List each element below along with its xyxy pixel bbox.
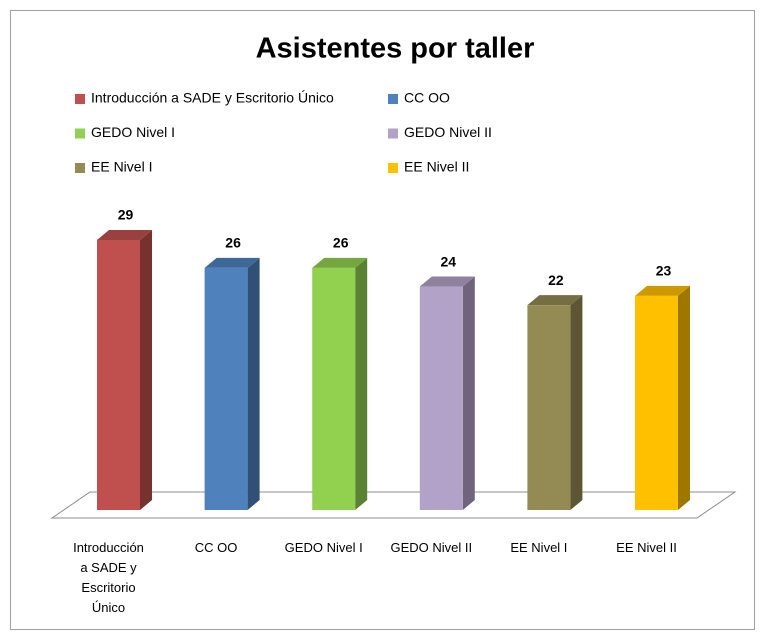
- legend-swatch: [75, 163, 85, 173]
- bar-top: [312, 257, 368, 268]
- legend-label: GEDO Nivel II: [404, 124, 492, 140]
- legend-label: CC OO: [404, 90, 450, 106]
- x-tick-label: GEDO Nivel II: [390, 540, 473, 555]
- bar: [635, 295, 678, 510]
- legend-swatch: [388, 94, 398, 104]
- bar: [527, 305, 571, 510]
- data-label: 24: [441, 253, 457, 269]
- bar-side: [140, 230, 152, 510]
- bar-side: [678, 285, 690, 510]
- legend-swatch: [388, 128, 398, 139]
- data-label: 26: [333, 235, 349, 251]
- bar-top: [635, 285, 690, 296]
- bar-top: [527, 295, 583, 306]
- x-tick-label: Introducción a SADE y Escritorio Único: [73, 540, 144, 615]
- data-label: 29: [118, 207, 134, 223]
- legend-swatch: [75, 94, 85, 104]
- bar-side: [355, 257, 368, 510]
- data-label: 23: [656, 263, 672, 279]
- bar: [97, 240, 140, 510]
- bar-side: [570, 295, 583, 510]
- floor: [50, 491, 737, 519]
- x-tick-label: EE Nivel I: [510, 540, 568, 555]
- x-tick-label: GEDO Nivel I: [284, 540, 363, 555]
- bar: [419, 286, 463, 510]
- x-tick-label: CC OO: [194, 540, 238, 555]
- legend-label: EE Nivel II: [404, 159, 469, 175]
- legend-label: EE Nivel I: [91, 159, 152, 175]
- chart-title: Asistentes por taller: [256, 33, 535, 65]
- bar-top: [204, 257, 260, 268]
- bar: [312, 267, 356, 510]
- legend-label: GEDO Nivel I: [91, 124, 175, 140]
- legend-swatch: [388, 163, 398, 173]
- bar: [204, 267, 248, 510]
- bar-top: [419, 276, 475, 287]
- data-label: 26: [225, 235, 241, 251]
- legend-label: Introducción a SADE y Escritorio Único: [91, 90, 334, 106]
- bar-top: [97, 230, 152, 240]
- bar-side: [247, 257, 260, 510]
- data-label: 22: [548, 272, 564, 288]
- legend-swatch: [75, 128, 85, 139]
- bar-side: [462, 276, 475, 510]
- x-tick-label: EE Nivel II: [616, 540, 677, 555]
